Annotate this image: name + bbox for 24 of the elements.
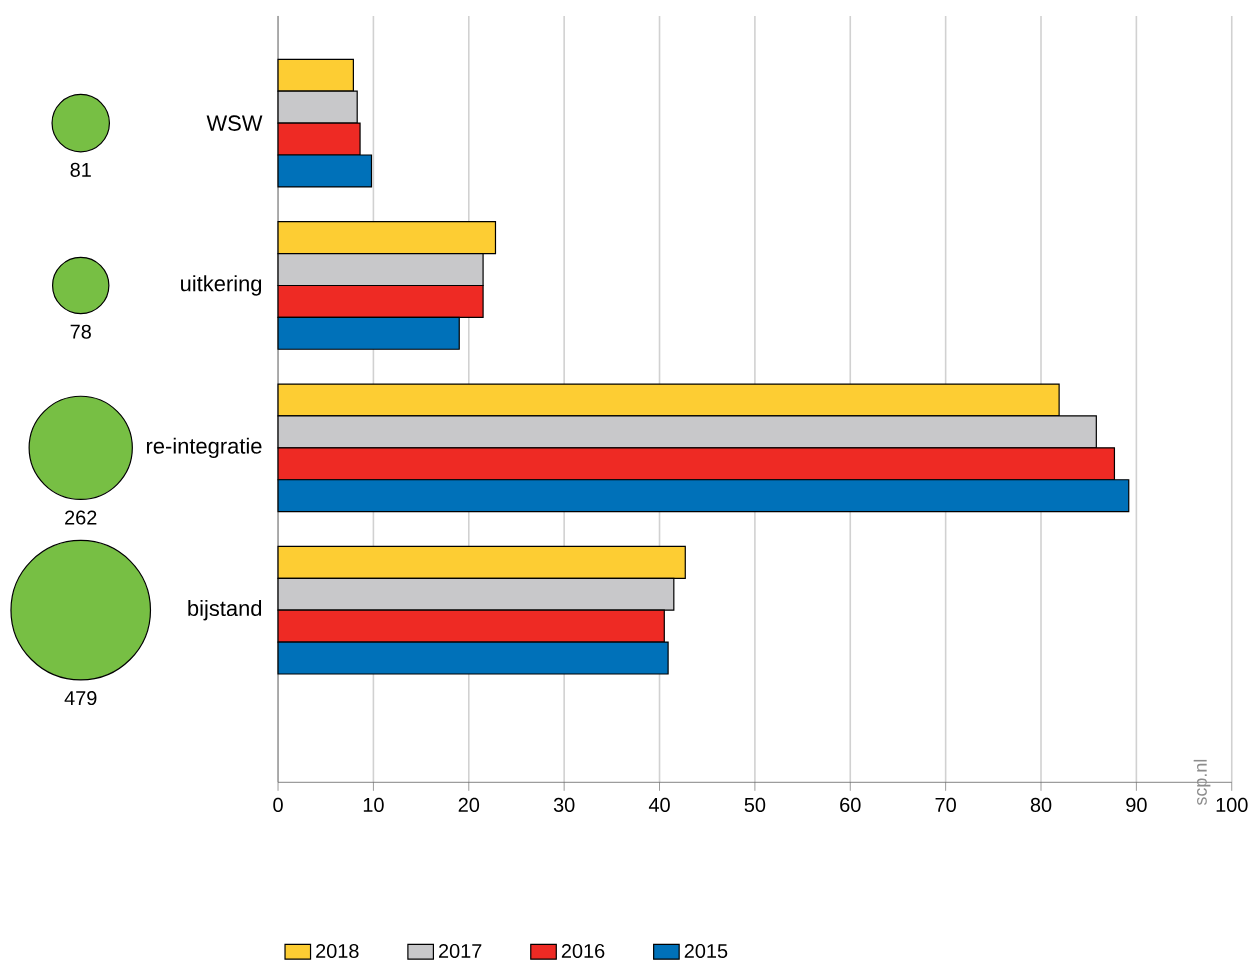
x-tick-label: 20 [458,797,480,813]
data-label: 479 [64,691,97,706]
x-tick-label: 90 [1126,797,1147,813]
data-label: 81 [70,162,91,178]
y-tick-label: bijstand [188,600,262,621]
data-label: 262 [65,510,97,525]
legend-label: 2016 [561,944,605,959]
x-tick-label: 30 [553,797,575,813]
y-tick-label: WSW [206,115,263,131]
legend-label: 2017 [438,944,482,959]
y-tick-label: re-integratie [146,437,262,459]
x-tick-label: 40 [648,797,670,813]
legend-label: 2018 [316,944,359,959]
data-label: 78 [70,324,91,339]
x-tick-label: 0 [273,797,283,813]
x-tick-label: 70 [935,797,956,813]
annotation: scp.nl [1193,760,1211,806]
x-tick-label: 60 [840,797,861,813]
legend-label: 2015 [684,944,728,959]
x-tick-label: 10 [363,797,384,813]
y-tick-label: uitkering [181,275,262,296]
x-tick-label: 50 [744,797,766,813]
x-tick-label: 80 [1030,797,1052,813]
x-tick-label: 100 [1216,797,1248,813]
